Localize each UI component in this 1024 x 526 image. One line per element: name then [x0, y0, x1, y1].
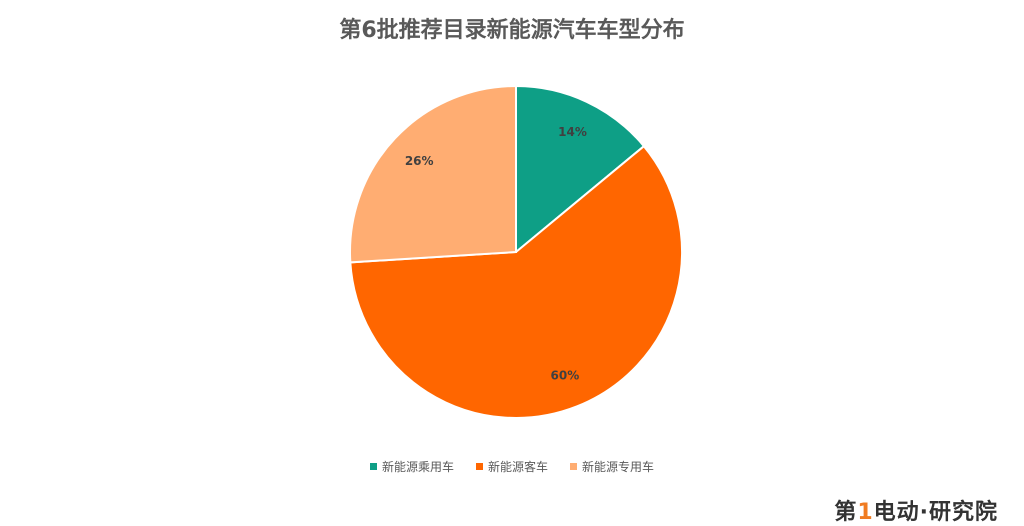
legend-label: 新能源客车	[487, 460, 548, 474]
legend: 新能源乘用车 新能源客车 新能源专用车	[0, 458, 1024, 475]
legend-label: 新能源专用车	[582, 460, 655, 474]
legend-swatch	[475, 463, 483, 470]
data-label-1: 60%	[551, 368, 580, 382]
legend-item: 新能源乘用车	[369, 458, 454, 475]
pie-slice-1	[349, 144, 683, 419]
legend-item: 新能源专用车	[570, 458, 654, 475]
chart-title: 第6批推荐目录新能源汽车车型分布	[339, 18, 685, 43]
legend-item: 新能源客车	[475, 458, 548, 475]
pie-slice-2	[349, 84, 517, 264]
data-label-2: 26%	[405, 154, 434, 168]
data-label-0: 14%	[558, 125, 587, 139]
watermark-logo: 第1电动·研究院	[834, 500, 998, 525]
pie-slice-0	[515, 84, 646, 255]
legend-swatch	[570, 463, 577, 470]
legend-swatch	[369, 463, 377, 470]
legend-label: 新能源乘用车	[381, 460, 454, 474]
